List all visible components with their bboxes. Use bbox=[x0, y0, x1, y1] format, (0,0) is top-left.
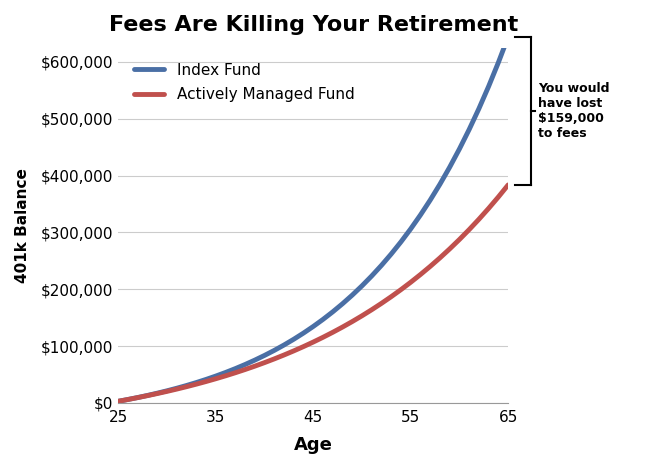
Line: Actively Managed Fund: Actively Managed Fund bbox=[119, 185, 508, 401]
Actively Managed Fund bbox=[251, 363, 259, 369]
Actively Managed Fund bbox=[338, 324, 346, 330]
Index Fund bbox=[368, 273, 376, 279]
Index Fund bbox=[182, 383, 190, 388]
Actively Managed Fund bbox=[134, 395, 142, 401]
Actively Managed Fund bbox=[212, 376, 220, 381]
Actively Managed Fund bbox=[368, 307, 376, 312]
Index Fund bbox=[134, 394, 142, 400]
Index Fund bbox=[436, 182, 444, 187]
Actively Managed Fund bbox=[397, 287, 405, 293]
Actively Managed Fund bbox=[222, 373, 230, 378]
Actively Managed Fund bbox=[115, 399, 123, 404]
Index Fund bbox=[475, 106, 483, 112]
Actively Managed Fund bbox=[407, 280, 415, 285]
Index Fund bbox=[260, 353, 268, 358]
Index Fund bbox=[251, 357, 259, 363]
Actively Managed Fund bbox=[202, 378, 210, 384]
Index Fund bbox=[280, 342, 288, 348]
Actively Managed Fund bbox=[378, 301, 386, 306]
Index Fund bbox=[329, 309, 337, 315]
Legend: Index Fund, Actively Managed Fund: Index Fund, Actively Managed Fund bbox=[126, 55, 362, 110]
Index Fund bbox=[163, 388, 171, 393]
Index Fund bbox=[416, 212, 424, 218]
Index Fund bbox=[504, 34, 512, 40]
Actively Managed Fund bbox=[475, 217, 483, 222]
Index Fund bbox=[387, 251, 395, 257]
Index Fund bbox=[348, 292, 356, 298]
Index Fund bbox=[494, 60, 502, 65]
Actively Managed Fund bbox=[231, 370, 239, 376]
Index Fund bbox=[125, 397, 133, 402]
Index Fund bbox=[241, 362, 249, 367]
Actively Managed Fund bbox=[163, 388, 171, 394]
Index Fund bbox=[144, 393, 152, 398]
Actively Managed Fund bbox=[280, 352, 288, 358]
Actively Managed Fund bbox=[182, 384, 190, 389]
Line: Index Fund: Index Fund bbox=[119, 37, 508, 401]
Actively Managed Fund bbox=[456, 237, 464, 242]
Index Fund bbox=[115, 399, 123, 404]
Actively Managed Fund bbox=[270, 356, 278, 362]
Index Fund bbox=[397, 239, 405, 245]
Actively Managed Fund bbox=[144, 393, 152, 398]
Index Fund bbox=[222, 370, 230, 375]
Actively Managed Fund bbox=[416, 272, 424, 277]
Index Fund bbox=[212, 373, 220, 379]
Actively Managed Fund bbox=[358, 313, 366, 318]
X-axis label: Age: Age bbox=[294, 436, 333, 454]
Index Fund bbox=[338, 301, 346, 307]
Index Fund bbox=[485, 83, 493, 89]
Index Fund bbox=[290, 336, 298, 342]
Actively Managed Fund bbox=[241, 367, 249, 372]
Actively Managed Fund bbox=[192, 381, 200, 387]
Index Fund bbox=[426, 197, 434, 203]
Title: Fees Are Killing Your Retirement: Fees Are Killing Your Retirement bbox=[109, 15, 518, 35]
Actively Managed Fund bbox=[446, 246, 454, 252]
Actively Managed Fund bbox=[426, 264, 434, 269]
Index Fund bbox=[407, 226, 415, 232]
Actively Managed Fund bbox=[485, 205, 493, 211]
Actively Managed Fund bbox=[329, 330, 337, 335]
Actively Managed Fund bbox=[504, 182, 512, 188]
Index Fund bbox=[456, 146, 464, 152]
Index Fund bbox=[446, 165, 454, 170]
Actively Managed Fund bbox=[494, 194, 502, 200]
Index Fund bbox=[192, 380, 200, 386]
Index Fund bbox=[173, 386, 181, 391]
Y-axis label: 401k Balance: 401k Balance bbox=[15, 168, 30, 283]
Index Fund bbox=[465, 127, 473, 132]
Actively Managed Fund bbox=[125, 397, 133, 402]
Actively Managed Fund bbox=[260, 360, 268, 365]
Index Fund bbox=[309, 324, 317, 329]
Text: You would
have lost
$159,000
to fees: You would have lost $159,000 to fees bbox=[538, 82, 609, 140]
Index Fund bbox=[270, 348, 278, 353]
Index Fund bbox=[319, 317, 327, 322]
Actively Managed Fund bbox=[348, 319, 356, 325]
Index Fund bbox=[358, 283, 366, 288]
Index Fund bbox=[378, 263, 386, 268]
Actively Managed Fund bbox=[173, 386, 181, 392]
Actively Managed Fund bbox=[309, 339, 317, 345]
Actively Managed Fund bbox=[153, 391, 161, 396]
Index Fund bbox=[231, 366, 239, 371]
Actively Managed Fund bbox=[436, 255, 444, 261]
Actively Managed Fund bbox=[465, 227, 473, 233]
Index Fund bbox=[202, 377, 210, 382]
Actively Managed Fund bbox=[319, 334, 327, 340]
Actively Managed Fund bbox=[290, 348, 298, 354]
Actively Managed Fund bbox=[300, 344, 308, 349]
Index Fund bbox=[153, 390, 161, 396]
Index Fund bbox=[300, 330, 308, 336]
Actively Managed Fund bbox=[387, 294, 395, 300]
